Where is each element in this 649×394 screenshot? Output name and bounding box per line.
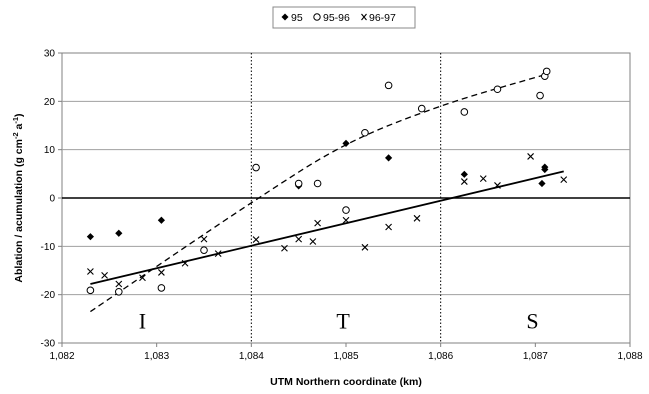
point-96-97-9	[281, 244, 288, 252]
point-96-97-1	[101, 271, 108, 279]
point-96-97-19	[494, 182, 501, 189]
point-96-97-4	[158, 269, 165, 276]
y-tick-label-1: -20	[41, 290, 56, 301]
point-95-96-9	[384, 81, 393, 90]
point-96-97-12	[314, 219, 321, 227]
fit-line-solid	[90, 170, 564, 285]
x-tick-label-3: 1,085	[333, 351, 358, 362]
x-tick-label-0: 1,082	[49, 351, 74, 362]
legend-label-95: 95	[291, 12, 303, 24]
point-96-97-6	[200, 235, 208, 243]
point-95-96-2	[157, 284, 166, 292]
data-points	[86, 67, 568, 296]
zone-label-I: I	[139, 308, 146, 333]
legend-label-96-97: 96-97	[369, 12, 396, 24]
point-96-97-20	[527, 153, 534, 160]
point-96-97-0	[87, 268, 94, 275]
point-95-96-13	[536, 91, 544, 100]
zone-label-S: S	[526, 308, 538, 333]
legend-marker-95-96	[313, 13, 321, 21]
point-95-9	[538, 179, 546, 188]
y-axis-ticks: -30 -20 -10 0 10 20 30	[41, 49, 62, 350]
point-95-96-5	[294, 179, 303, 188]
y-tick-label-5: 20	[44, 97, 56, 108]
point-95-96-10	[417, 104, 426, 113]
point-96-97-16	[413, 214, 421, 222]
legend: 95 95-96 96-97	[272, 6, 416, 29]
y-tick-label-4: 10	[44, 145, 56, 156]
point-96-97-14	[361, 243, 369, 251]
point-96-97-10	[295, 235, 303, 243]
point-96-97-11	[309, 238, 317, 245]
x-tick-label-5: 1,087	[523, 351, 548, 362]
legend-marker-95	[281, 13, 289, 21]
y-tick-label-3: 0	[49, 194, 55, 205]
point-95-1	[115, 229, 123, 237]
point-96-97-13	[342, 216, 350, 224]
point-95-96-1	[115, 287, 123, 296]
legend-marker-96-97	[361, 13, 367, 21]
fit-curve-dashed	[90, 74, 545, 313]
point-95-96-7	[342, 206, 350, 214]
point-95-96-8	[361, 128, 369, 137]
point-95-96-11	[460, 108, 469, 116]
point-95-5	[385, 154, 393, 162]
point-96-97-17	[460, 178, 468, 185]
point-95-8	[541, 165, 549, 174]
fit-lines	[90, 74, 564, 313]
point-95-96-0	[86, 286, 95, 295]
point-96-97-3	[139, 274, 146, 282]
y-tick-label-0: -30	[41, 339, 56, 350]
point-95-96-4	[252, 163, 260, 172]
x-tick-label-1: 1,083	[144, 351, 169, 362]
point-95-0	[86, 233, 94, 241]
point-96-97-2	[115, 280, 123, 288]
point-95-96-6	[313, 179, 322, 188]
point-95-96-12	[493, 85, 502, 94]
x-tick-label-4: 1,086	[428, 351, 453, 362]
point-96-97-18	[479, 175, 487, 183]
point-96-97-7	[214, 250, 222, 257]
point-95-96-15	[542, 67, 551, 76]
grid	[62, 100, 630, 296]
x-axis-ticks: 1,082 1,083 1,084 1,085 1,086 1,087 1,088	[49, 343, 643, 362]
x-tick-label-6: 1,088	[617, 351, 642, 362]
y-tick-label-2: -10	[41, 242, 56, 253]
point-96-97-5	[181, 259, 189, 267]
point-95-96-3	[200, 246, 208, 254]
point-95-6	[460, 170, 468, 178]
point-95-4	[342, 139, 350, 147]
zone-label-T: T	[336, 308, 350, 333]
legend-label-95-96: 95-96	[323, 12, 350, 24]
y-axis-title: Ablation / acumulation (g cm-2 a-1)	[11, 113, 25, 282]
x-tick-label-2: 1,084	[239, 351, 264, 362]
x-axis-title: UTM Northern coordinate (km)	[270, 376, 422, 388]
y-tick-label-6: 30	[44, 49, 56, 60]
point-96-97-15	[385, 223, 392, 231]
point-95-2	[157, 216, 165, 224]
point-96-97-8	[252, 236, 260, 243]
point-96-97-21	[560, 176, 568, 184]
legend-box	[272, 6, 416, 29]
